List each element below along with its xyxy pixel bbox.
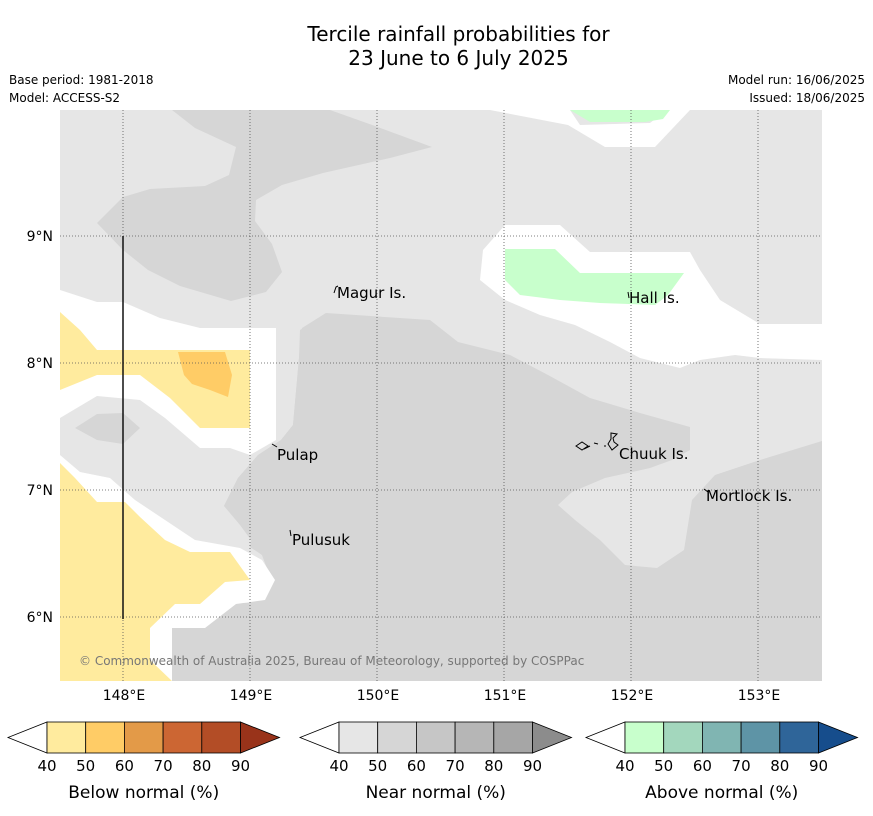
- legend-swatch: [454, 721, 495, 754]
- legend-left-arrow: [584, 721, 626, 754]
- legend-tick-label: 50: [368, 757, 387, 775]
- hall-island-shape: [627, 291, 630, 299]
- below-normal-peak-region: [178, 352, 232, 397]
- legend-tick-label: 90: [523, 757, 542, 775]
- legend-below: 40 50 60 70 80 90 Below normal (%): [6, 721, 281, 803]
- island-shapes: [271, 285, 709, 537]
- equal-chance-region-northeast: [490, 110, 690, 147]
- legend-tick-label: 50: [654, 757, 673, 775]
- legend-tick-label: 40: [37, 757, 56, 775]
- copyright-text: © Commonwealth of Australia 2025, Bureau…: [79, 654, 584, 668]
- lon-tick-153e: 153°E: [738, 688, 781, 704]
- meta-right: Model run: 16/06/2025 Issued: 18/06/2025: [728, 71, 865, 107]
- base-period: Base period: 1981-2018: [9, 73, 154, 87]
- legend-tick-label: 60: [693, 757, 712, 775]
- legend-swatch: [740, 721, 781, 754]
- lon-tick-151e: 151°E: [484, 688, 527, 704]
- lat-tick-9n: 9°N: [27, 229, 53, 245]
- legend-root: 40 50 60 70 80 90 Below normal (%) 40 50 60 70 80 90…: [6, 721, 859, 803]
- legend-swatch: [493, 721, 533, 754]
- legend-swatch: [124, 721, 164, 754]
- issued-date: Issued: 18/06/2025: [749, 91, 865, 105]
- legend-swatch: [85, 721, 125, 754]
- legend-tick-label: 40: [329, 757, 348, 775]
- pulusuk-island-shape: [289, 529, 292, 537]
- lat-tick-7n: 7°N: [27, 483, 53, 499]
- place-label-pulusuk: Pulusuk: [292, 531, 350, 549]
- legend-left-arrow: [298, 721, 340, 754]
- lon-tick-149e: 149°E: [230, 688, 273, 704]
- legend-title: Above normal (%): [645, 783, 798, 803]
- meta-left: Base period: 1981-2018 Model: ACCESS-S2: [9, 71, 154, 107]
- legend-swatch: [377, 721, 417, 754]
- legend-right-arrow: [532, 721, 573, 754]
- legend-swatch: [415, 721, 456, 754]
- legend-near: 40 50 60 70 80 90 Near normal (%): [298, 721, 573, 803]
- title-line-2: 23 June to 6 July 2025: [348, 46, 569, 70]
- place-label-magur: Magur Is.: [337, 284, 406, 302]
- legend-above: 40 50 60 70 80 90 Above normal (%): [584, 721, 859, 803]
- pulap-island-shape: [271, 443, 278, 448]
- legend-right-arrow: [818, 721, 859, 754]
- legend-swatch: [46, 721, 87, 754]
- legend-tick-label: 70: [446, 757, 465, 775]
- near-normal-region-north: [97, 110, 432, 301]
- legend-tick-label: 70: [732, 757, 751, 775]
- magur-island-shape: [333, 285, 339, 294]
- lat-tick-8n: 8°N: [27, 356, 53, 372]
- legend-tick-label: 60: [115, 757, 134, 775]
- legend-swatch: [338, 721, 379, 754]
- legend-title: Below normal (%): [68, 783, 219, 803]
- lon-tick-152e: 152°E: [611, 688, 654, 704]
- model-run: Model run: 16/06/2025: [727, 73, 865, 87]
- legend-tick-label: 80: [192, 757, 211, 775]
- chuuk-lagoon-shape: [575, 432, 619, 451]
- legend-swatch: [624, 721, 665, 754]
- legend-tick-label: 50: [76, 757, 95, 775]
- above-normal-region-east: [505, 249, 684, 305]
- legend-tick-label: 90: [231, 757, 250, 775]
- place-label-chuuk: Chuuk Is.: [619, 445, 688, 463]
- mortlock-island-shape: [703, 488, 709, 493]
- legend-tick-label: 40: [615, 757, 634, 775]
- title-line-1: Tercile rainfall probabilities for: [307, 22, 610, 46]
- legend-swatch: [201, 721, 241, 754]
- below-normal-region-west: [60, 312, 250, 428]
- legend-swatch: [162, 721, 203, 754]
- legend-right-arrow: [240, 721, 281, 754]
- place-label-pulap: Pulap: [277, 446, 318, 464]
- legend-swatch: [663, 721, 703, 754]
- place-label-hall: Hall Is.: [629, 289, 680, 307]
- near-normal-region-east: [172, 313, 822, 681]
- model-name: Model: ACCESS-S2: [9, 91, 121, 105]
- below-normal-region-southwest: [60, 463, 250, 681]
- lon-tick-150e: 150°E: [357, 688, 400, 704]
- legend-tick-label: 80: [484, 757, 503, 775]
- place-label-mortlock: Mortlock Is.: [706, 487, 792, 505]
- above-normal-region-northeast: [570, 110, 670, 122]
- lat-tick-6n: 6°N: [27, 610, 53, 626]
- legend-swatch: [779, 721, 819, 754]
- lon-tick-148e: 148°E: [103, 688, 146, 704]
- legend-tick-label: 70: [154, 757, 173, 775]
- legend-tick-label: 90: [809, 757, 828, 775]
- legend-left-arrow: [6, 721, 48, 754]
- chart-title: Tercile rainfall probabilities for 23 Ju…: [0, 22, 873, 70]
- legend-swatch: [702, 721, 742, 754]
- legend-tick-label: 60: [407, 757, 426, 775]
- legend-tick-label: 80: [770, 757, 789, 775]
- legend-title: Near normal (%): [366, 783, 506, 803]
